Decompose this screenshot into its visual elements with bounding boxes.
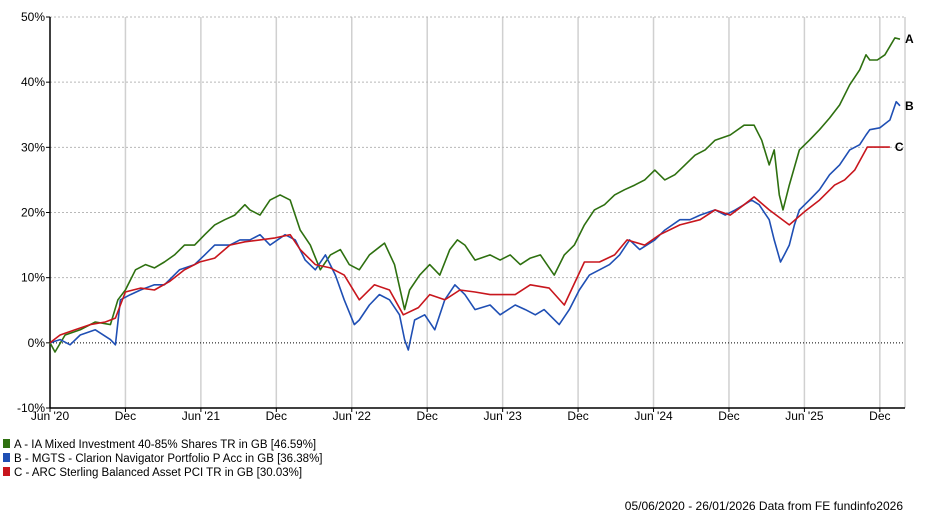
series-line-b [49, 100, 901, 351]
series-end-label-b: B [905, 99, 914, 113]
legend-swatch-b [3, 453, 10, 462]
x-tick-label: Dec [266, 409, 287, 423]
series-line-c [49, 146, 890, 344]
y-tick-label: -10% [17, 401, 45, 415]
y-tick-label: 0% [28, 336, 46, 350]
legend-swatch-a [3, 439, 10, 448]
y-tick-label: 20% [21, 206, 45, 220]
x-tick-label: Dec [115, 409, 136, 423]
legend-label-b: B - MGTS - Clarion Navigator Portfolio P… [14, 453, 323, 465]
legend-label-a: A - IA Mixed Investment 40-85% Shares TR… [14, 439, 316, 451]
y-tick-label: 10% [21, 271, 45, 285]
y-tick-label: 30% [21, 140, 45, 154]
legend-swatch-c [3, 467, 10, 476]
series-line-a [49, 37, 901, 353]
series-end-label-c: C [895, 140, 904, 154]
x-tick-label: Dec [718, 409, 739, 423]
x-tick-label: Jun '25 [785, 409, 824, 423]
x-tick-label: Dec [417, 409, 438, 423]
x-tick-label: Jun '23 [483, 409, 522, 423]
x-tick-label: Dec [869, 409, 890, 423]
data-source-footer: 05/06/2020 - 26/01/2026 Data from FE fun… [625, 499, 904, 513]
x-tick-label: Jun '24 [634, 409, 673, 423]
x-tick-label: Jun '20 [31, 409, 70, 423]
gridlines [50, 16, 906, 408]
series-lines: A B C [49, 32, 914, 353]
x-tick-label: Jun '21 [182, 409, 221, 423]
x-tick-label: Dec [567, 409, 588, 423]
y-tick-label: 50% [21, 10, 45, 24]
axes: Jun '20 Dec Jun '21 Dec Jun '22 Dec Jun '23 Dec… [17, 10, 905, 423]
x-tick-label: Jun '22 [333, 409, 372, 423]
y-tick-label: 40% [21, 75, 45, 89]
legend: A - IA Mixed Investment 40-85% Shares TR… [3, 439, 323, 479]
legend-label-c: C - ARC Sterling Balanced Asset PCI TR i… [14, 467, 302, 479]
series-end-label-a: A [905, 32, 914, 46]
